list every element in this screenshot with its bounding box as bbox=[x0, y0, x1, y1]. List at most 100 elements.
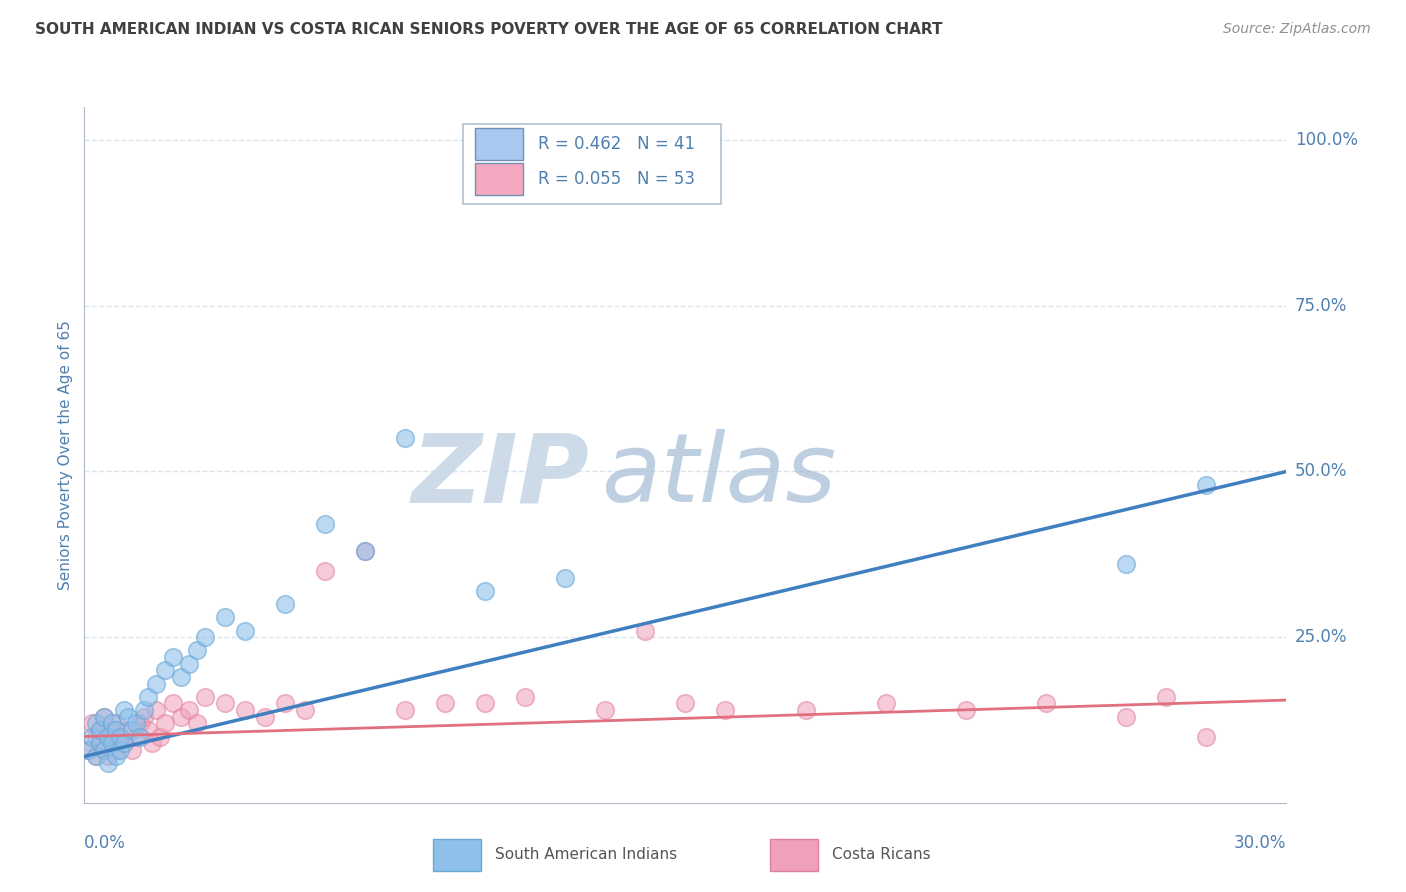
Point bbox=[169, 670, 191, 684]
Point bbox=[101, 723, 124, 737]
Point bbox=[93, 709, 115, 723]
Point bbox=[354, 544, 377, 558]
Point bbox=[294, 703, 316, 717]
Point bbox=[82, 716, 104, 731]
Point bbox=[134, 703, 156, 717]
Point bbox=[114, 703, 135, 717]
Point bbox=[186, 643, 208, 657]
Point bbox=[1035, 697, 1057, 711]
Point bbox=[1195, 477, 1218, 491]
Point bbox=[1115, 709, 1137, 723]
Point bbox=[149, 730, 172, 744]
Point bbox=[105, 749, 128, 764]
Text: 75.0%: 75.0% bbox=[1295, 297, 1347, 315]
Point bbox=[138, 723, 160, 737]
Point bbox=[97, 749, 120, 764]
Point bbox=[125, 730, 148, 744]
Text: R = 0.462   N = 41: R = 0.462 N = 41 bbox=[537, 135, 695, 153]
Bar bbox=[475, 128, 523, 160]
Point bbox=[274, 697, 297, 711]
Point bbox=[274, 597, 297, 611]
Point bbox=[77, 743, 100, 757]
Point bbox=[97, 730, 120, 744]
Point bbox=[194, 690, 217, 704]
Text: ZIP: ZIP bbox=[412, 429, 589, 523]
Point bbox=[101, 716, 124, 731]
Point bbox=[162, 697, 184, 711]
Point bbox=[117, 723, 139, 737]
Point bbox=[134, 709, 156, 723]
Point bbox=[89, 723, 111, 737]
Point bbox=[105, 743, 128, 757]
Point bbox=[714, 703, 737, 717]
Point bbox=[314, 564, 336, 578]
Point bbox=[114, 736, 135, 750]
Text: 0.0%: 0.0% bbox=[84, 834, 127, 852]
Point bbox=[110, 730, 132, 744]
Point bbox=[214, 697, 236, 711]
Point bbox=[110, 730, 132, 744]
Bar bbox=[769, 839, 818, 871]
Point bbox=[110, 743, 132, 757]
Point bbox=[93, 743, 115, 757]
Point bbox=[141, 736, 163, 750]
Point bbox=[89, 723, 111, 737]
Text: R = 0.055   N = 53: R = 0.055 N = 53 bbox=[537, 169, 695, 187]
Point bbox=[117, 709, 139, 723]
Point bbox=[955, 703, 977, 717]
Point bbox=[634, 624, 657, 638]
Point bbox=[253, 709, 276, 723]
Point bbox=[86, 749, 108, 764]
Point bbox=[86, 749, 108, 764]
Point bbox=[194, 630, 217, 644]
Point bbox=[474, 697, 496, 711]
Point bbox=[875, 697, 897, 711]
Text: 30.0%: 30.0% bbox=[1234, 834, 1286, 852]
Point bbox=[89, 736, 111, 750]
Text: 25.0%: 25.0% bbox=[1295, 628, 1347, 646]
Y-axis label: Seniors Poverty Over the Age of 65: Seniors Poverty Over the Age of 65 bbox=[58, 320, 73, 590]
Point bbox=[101, 736, 124, 750]
Point bbox=[177, 703, 200, 717]
Point bbox=[177, 657, 200, 671]
Point bbox=[86, 716, 108, 731]
Text: South American Indians: South American Indians bbox=[495, 847, 678, 863]
Point bbox=[129, 730, 152, 744]
Point bbox=[1195, 730, 1218, 744]
Point bbox=[77, 743, 100, 757]
Point bbox=[129, 716, 152, 731]
Point bbox=[145, 676, 167, 690]
Bar bbox=[475, 162, 523, 194]
Point bbox=[794, 703, 817, 717]
Text: Costa Ricans: Costa Ricans bbox=[832, 847, 931, 863]
Point bbox=[121, 723, 143, 737]
Point bbox=[233, 703, 256, 717]
Point bbox=[93, 709, 115, 723]
Text: SOUTH AMERICAN INDIAN VS COSTA RICAN SENIORS POVERTY OVER THE AGE OF 65 CORRELAT: SOUTH AMERICAN INDIAN VS COSTA RICAN SEN… bbox=[35, 22, 942, 37]
Point bbox=[314, 517, 336, 532]
Point bbox=[169, 709, 191, 723]
Point bbox=[97, 730, 120, 744]
Point bbox=[233, 624, 256, 638]
Point bbox=[675, 697, 697, 711]
Point bbox=[86, 730, 108, 744]
Point bbox=[162, 650, 184, 665]
Point bbox=[89, 736, 111, 750]
Text: 100.0%: 100.0% bbox=[1295, 131, 1358, 149]
Text: atlas: atlas bbox=[602, 429, 837, 523]
Point bbox=[82, 730, 104, 744]
Point bbox=[554, 570, 576, 584]
Point bbox=[138, 690, 160, 704]
Point bbox=[114, 736, 135, 750]
Bar bbox=[433, 839, 481, 871]
Point bbox=[105, 716, 128, 731]
Point bbox=[93, 743, 115, 757]
Point bbox=[515, 690, 537, 704]
Point bbox=[105, 723, 128, 737]
Text: 50.0%: 50.0% bbox=[1295, 462, 1347, 481]
Point bbox=[153, 716, 176, 731]
Point bbox=[595, 703, 617, 717]
Point bbox=[354, 544, 377, 558]
Point bbox=[121, 743, 143, 757]
Point bbox=[1156, 690, 1178, 704]
